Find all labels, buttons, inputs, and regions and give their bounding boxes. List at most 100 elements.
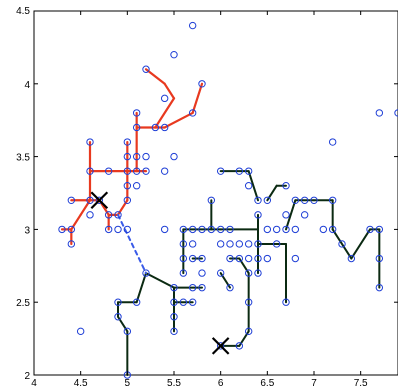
data-point xyxy=(188,283,197,292)
x-axis: 4 4.5 5 5.5 6 6.5 7 7.5 xyxy=(31,11,368,389)
data-point xyxy=(132,123,141,132)
data-point xyxy=(179,254,188,263)
data-point xyxy=(170,298,178,306)
data-point xyxy=(160,167,169,175)
x-tick-label: 7 xyxy=(311,378,317,389)
data-point xyxy=(207,196,216,204)
data-point xyxy=(235,167,244,175)
data-point xyxy=(86,211,94,219)
data-point xyxy=(179,225,188,234)
dark-tree-edge xyxy=(285,199,297,231)
data-point xyxy=(235,240,244,248)
x-tick-label: 4.5 xyxy=(74,378,88,389)
data-point xyxy=(151,123,160,132)
x-tick-label: 6 xyxy=(218,378,224,389)
data-point xyxy=(123,138,132,146)
data-point xyxy=(132,152,141,161)
red-tree-edge xyxy=(163,111,194,129)
data-point xyxy=(132,109,141,117)
dark-tree-edge xyxy=(350,228,371,260)
red-tree-edge xyxy=(163,82,176,100)
data-point xyxy=(86,138,94,146)
data-point xyxy=(375,283,384,292)
data-point xyxy=(86,196,94,204)
data-point xyxy=(366,225,374,234)
data-point xyxy=(188,298,197,306)
data-point xyxy=(198,80,206,88)
data-point xyxy=(114,211,122,219)
data-point xyxy=(310,196,318,204)
data-point xyxy=(188,225,197,234)
data-point xyxy=(160,123,169,132)
y-tick-label: 2.5 xyxy=(16,298,30,309)
data-point xyxy=(319,225,328,234)
centroid-marker xyxy=(90,191,109,210)
link-dashes xyxy=(117,213,147,275)
data-point xyxy=(104,167,113,175)
data-point xyxy=(235,254,244,263)
data-points xyxy=(58,21,398,379)
data-point xyxy=(226,240,234,248)
plot-frame xyxy=(33,10,398,376)
red-tree-edge xyxy=(191,82,204,115)
y-tick-label: 4.5 xyxy=(16,6,30,17)
dark-tree-edge xyxy=(135,272,147,304)
data-point xyxy=(226,283,234,292)
data-point xyxy=(142,269,150,277)
data-point xyxy=(254,211,262,219)
data-point xyxy=(235,342,244,350)
data-point xyxy=(244,269,253,277)
y-tick-label: 3.5 xyxy=(16,153,30,164)
data-point xyxy=(216,240,225,248)
dark-tree-edge xyxy=(331,228,353,260)
data-point xyxy=(207,225,216,234)
data-point xyxy=(179,298,188,306)
data-point xyxy=(170,283,178,292)
x-tick-label: 6.5 xyxy=(260,378,274,389)
data-point xyxy=(114,225,122,234)
data-point xyxy=(226,254,234,263)
data-point xyxy=(188,109,197,117)
data-point xyxy=(291,225,300,234)
data-point xyxy=(300,196,309,204)
data-point xyxy=(347,254,356,263)
data-point xyxy=(123,196,132,204)
data-point xyxy=(198,225,206,234)
data-point xyxy=(328,196,337,204)
y-tick-label: 3 xyxy=(24,225,30,236)
dark-tree-edge xyxy=(145,272,175,289)
data-point xyxy=(291,254,300,263)
data-point xyxy=(254,254,262,263)
data-point xyxy=(86,167,94,175)
data-point xyxy=(272,225,281,234)
data-point xyxy=(114,298,122,306)
data-point xyxy=(282,182,290,190)
data-point xyxy=(198,269,206,277)
data-point xyxy=(170,50,178,59)
dark-tree-edge xyxy=(247,170,259,202)
data-point xyxy=(123,225,132,234)
data-point xyxy=(142,152,150,161)
data-point xyxy=(328,225,337,234)
data-point xyxy=(123,167,132,175)
data-point xyxy=(198,283,206,292)
data-point xyxy=(375,109,384,117)
data-point xyxy=(226,225,234,234)
centroid-markers xyxy=(90,191,230,355)
data-point xyxy=(198,254,206,263)
data-point xyxy=(132,298,141,306)
data-point xyxy=(244,167,253,175)
y-axis: 2 2.5 3 3.5 4 4.5 xyxy=(16,6,398,382)
data-point xyxy=(188,21,197,30)
data-point xyxy=(188,240,197,248)
data-point xyxy=(263,225,272,234)
data-point xyxy=(160,94,169,103)
data-point xyxy=(244,327,253,336)
x-tick-label: 5 xyxy=(125,378,131,389)
data-point xyxy=(216,269,225,277)
data-point xyxy=(142,167,150,175)
x-tick-label: 4 xyxy=(31,378,37,389)
data-point xyxy=(188,254,197,263)
data-point xyxy=(375,254,384,263)
